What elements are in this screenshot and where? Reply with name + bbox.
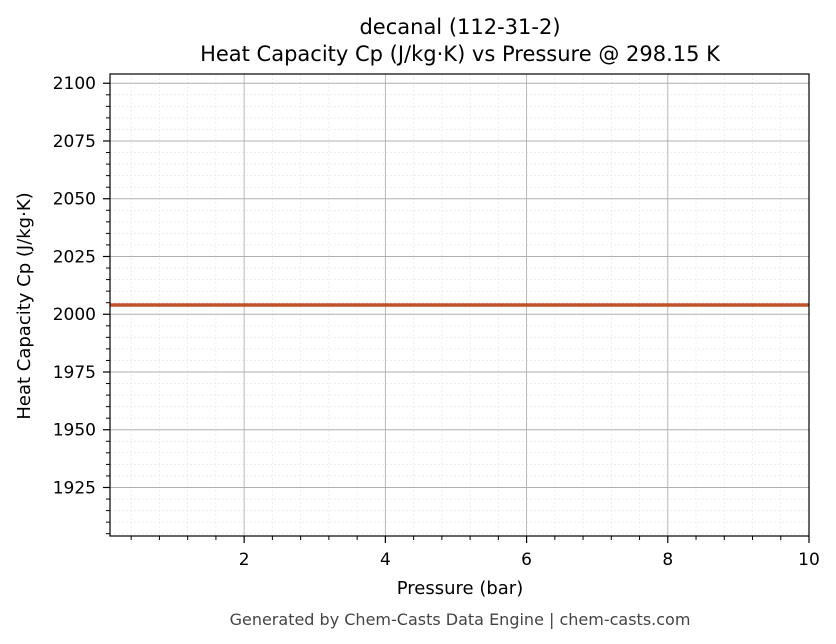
y-tick-label: 2075 xyxy=(53,132,96,152)
y-tick-label: 1950 xyxy=(53,421,96,441)
x-axis-label: Pressure (bar) xyxy=(397,578,523,599)
x-tick-label: 2 xyxy=(239,550,250,570)
y-tick-label: 2100 xyxy=(53,74,96,94)
chart-title: decanal (112-31-2) xyxy=(359,15,560,39)
y-axis-label: Heat Capacity Cp (J/kg·K) xyxy=(14,192,35,419)
minor-grid xyxy=(110,74,809,536)
chart-subtitle: Heat Capacity Cp (J/kg·K) vs Pressure @ … xyxy=(200,42,721,66)
major-grid xyxy=(110,74,809,536)
footer-credit: Generated by Chem-Casts Data Engine | ch… xyxy=(230,610,691,629)
y-tick-labels: 1925 1950 1975 2000 2025 2050 2075 2100 xyxy=(53,74,96,498)
y-tick-label: 1925 xyxy=(53,478,96,498)
y-tick-label: 2000 xyxy=(53,305,96,325)
y-tick-label: 1975 xyxy=(53,363,96,383)
x-tick-label: 4 xyxy=(380,550,391,570)
ticks xyxy=(103,82,810,543)
x-tick-label: 8 xyxy=(662,550,673,570)
plot-frame xyxy=(109,73,810,537)
x-tick-label: 6 xyxy=(521,550,532,570)
x-tick-label: 10 xyxy=(798,550,820,570)
x-tick-labels: 2 4 6 8 10 xyxy=(239,550,820,570)
y-tick-label: 2025 xyxy=(53,247,96,267)
y-tick-label: 2050 xyxy=(53,190,96,210)
